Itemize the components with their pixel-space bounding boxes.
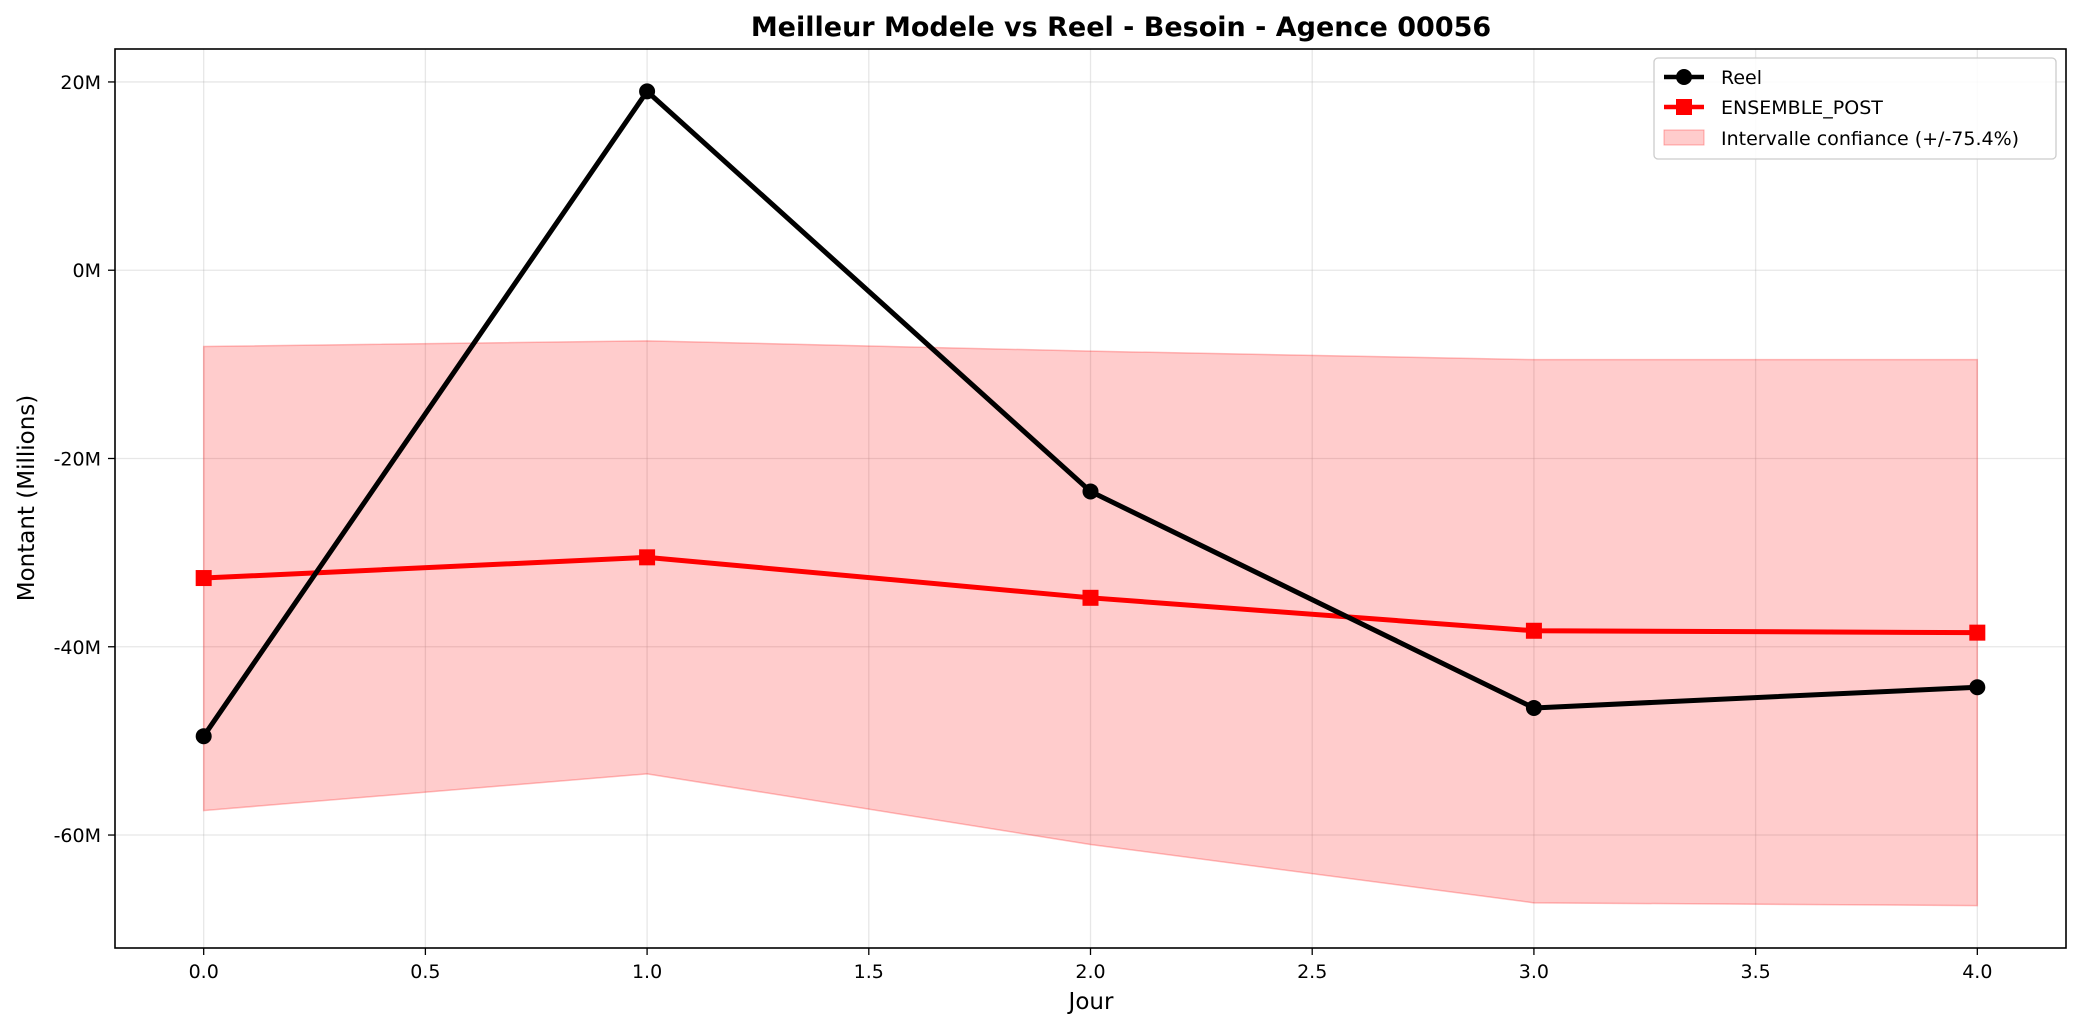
ticks: 0.0 0.5 1.0 1.5 2.0 2.5 3.0 3.5 4.0 20M 0M -20M -40M… [54, 72, 1993, 983]
ensemble-point-2 [1082, 589, 1099, 606]
ensemble-point-0 [195, 570, 212, 587]
y-axis-label: Montant (Millions) [14, 395, 40, 602]
x-tick-label-4: 2.0 [1075, 961, 1105, 983]
x-tick-label-2: 1.0 [632, 961, 662, 983]
x-tick-label-3: 1.5 [854, 961, 884, 983]
reel-point-1 [639, 83, 656, 100]
reel-point-0 [195, 728, 212, 745]
y-tick-label-1: 0M [73, 260, 101, 282]
chart-title: Meilleur Modele vs Reel - Besoin - Agenc… [751, 12, 1491, 43]
confidence-band [202, 340, 1979, 907]
x-tick-label-1: 0.5 [410, 961, 440, 983]
legend-reel-label: Reel [1721, 67, 1762, 89]
y-tick-label-2: -20M [54, 448, 101, 470]
reel-point-4 [1969, 679, 1986, 696]
x-tick-label-7: 3.5 [1741, 961, 1771, 983]
legend: Reel ENSEMBLE_POST Intervalle confiance … [1653, 57, 2057, 160]
legend-band-swatch [1663, 129, 1705, 146]
series-layer [195, 83, 1986, 745]
x-tick-label-6: 3.0 [1519, 961, 1549, 983]
ensemble-point-1 [639, 549, 656, 566]
legend-ensemble-marker [1676, 99, 1692, 115]
x-tick-label-0: 0.0 [189, 961, 219, 983]
legend-ensemble-label: ENSEMBLE_POST [1721, 97, 1883, 119]
legend-box [1653, 57, 2057, 160]
x-tick-label-5: 2.5 [1297, 961, 1327, 983]
confidence-band-layer [202, 340, 1979, 907]
ensemble-point-4 [1969, 624, 1986, 641]
x-axis-label: Jour [1067, 989, 1114, 1015]
legend-band-label: Intervalle confiance (+/-75.4%) [1721, 128, 2019, 150]
y-tick-label-4: -60M [54, 825, 101, 847]
reel-point-2 [1082, 483, 1099, 500]
legend-reel-marker [1676, 69, 1692, 85]
ensemble-point-3 [1525, 622, 1542, 639]
x-tick-label-8: 4.0 [1962, 961, 1992, 983]
y-tick-label-0: 20M [60, 72, 101, 94]
y-tick-label-3: -40M [54, 637, 101, 659]
reel-point-3 [1525, 699, 1542, 716]
